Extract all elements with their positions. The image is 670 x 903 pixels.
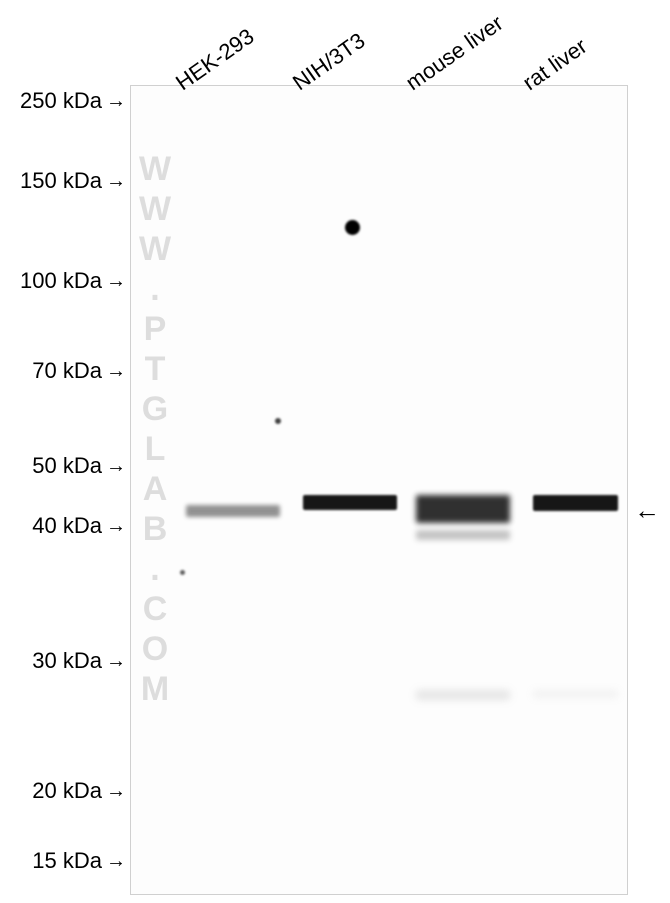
marker-text: 20 kDa <box>32 778 102 804</box>
marker-text: 30 kDa <box>32 648 102 674</box>
marker-arrow-icon: → <box>106 780 126 803</box>
marker-label: 250 kDa→ <box>20 88 126 114</box>
marker-arrow-icon: → <box>106 170 126 193</box>
marker-text: 250 kDa <box>20 88 102 114</box>
artifact-spot <box>345 220 360 235</box>
marker-text: 100 kDa <box>20 268 102 294</box>
artifact-spot <box>275 418 281 424</box>
protein-band <box>533 495 618 511</box>
marker-text: 70 kDa <box>32 358 102 384</box>
marker-text: 50 kDa <box>32 453 102 479</box>
marker-label: 150 kDa→ <box>20 168 126 194</box>
marker-label: 100 kDa→ <box>20 268 126 294</box>
target-band-arrow: ← <box>634 495 660 526</box>
secondary-band <box>416 530 510 540</box>
secondary-band <box>533 690 618 698</box>
marker-label: 70 kDa→ <box>32 358 126 384</box>
protein-band <box>303 495 397 510</box>
marker-label: 40 kDa→ <box>32 513 126 539</box>
marker-text: 150 kDa <box>20 168 102 194</box>
marker-arrow-icon: → <box>106 850 126 873</box>
protein-band <box>186 505 280 517</box>
artifact-spot <box>180 570 185 575</box>
marker-label: 30 kDa→ <box>32 648 126 674</box>
marker-arrow-icon: → <box>106 90 126 113</box>
marker-text: 40 kDa <box>32 513 102 539</box>
marker-text: 15 kDa <box>32 848 102 874</box>
blot-membrane <box>130 85 628 895</box>
marker-label: 15 kDa→ <box>32 848 126 874</box>
western-blot-container: WWW.PTGLAB.COM 250 kDa→150 kDa→100 kDa→7… <box>0 0 670 903</box>
marker-arrow-icon: → <box>106 455 126 478</box>
marker-label: 20 kDa→ <box>32 778 126 804</box>
lane-label: mouse liver <box>401 10 508 96</box>
marker-label: 50 kDa→ <box>32 453 126 479</box>
marker-arrow-icon: → <box>106 270 126 293</box>
marker-arrow-icon: → <box>106 360 126 383</box>
protein-band <box>416 495 510 523</box>
secondary-band <box>416 690 510 700</box>
marker-arrow-icon: → <box>106 515 126 538</box>
marker-arrow-icon: → <box>106 650 126 673</box>
